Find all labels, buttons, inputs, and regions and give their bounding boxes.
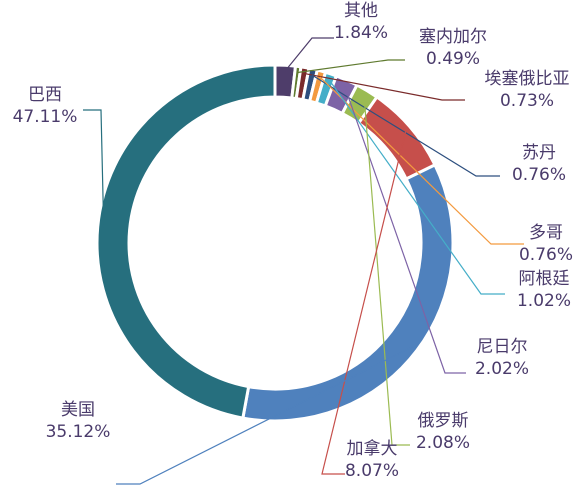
slice-10-leader-line [116, 346, 413, 485]
slice-9-value-label: 8.07% [345, 461, 399, 481]
slice-5-value-label: 0.76% [519, 245, 573, 265]
slice-11 [95, 63, 277, 420]
slice-11-value-label: 47.11% [13, 107, 78, 127]
slice-8-value-label: 2.08% [416, 433, 470, 453]
slice-8-leader-line [363, 95, 410, 446]
slice-10-value-label: 35.12% [46, 422, 111, 442]
slice-6-name-label: 阿根廷 [519, 269, 570, 289]
slice-2-name-label: 塞内加尔 [419, 27, 487, 47]
slice-2-value-label: 0.49% [426, 49, 480, 69]
slice-3-value-label: 0.73% [500, 91, 554, 111]
slice-1-leader-line [284, 37, 334, 72]
slice-4-value-label: 0.76% [512, 165, 566, 185]
slice-1-value-label: 1.84% [334, 23, 388, 43]
slice-9-name-label: 加拿大 [347, 438, 398, 459]
slice-10 [241, 163, 455, 423]
slice-4-name-label: 苏丹 [522, 143, 556, 163]
slice-7-name-label: 尼日尔 [477, 337, 528, 357]
slice-8-name-label: 俄罗斯 [418, 411, 469, 431]
donut-labels: 其他1.84% 塞内加尔0.49%埃塞俄比亚0.73%苏丹0.76%多哥0.76%… [13, 1, 573, 485]
slice-11-name-label: 巴西 [28, 85, 62, 105]
donut-ring [95, 63, 455, 423]
slice-6-value-label: 1.02% [517, 291, 571, 311]
slice-4-leader-line [311, 74, 500, 177]
slice-1-name-label: 其他 [344, 1, 378, 21]
slice-10-name-label: 美国 [61, 400, 95, 420]
slice-7-leader-line [343, 85, 466, 374]
slice-9-leader-line [321, 131, 407, 475]
slice-11-leader-line [83, 109, 105, 228]
slice-5-name-label: 多哥 [529, 223, 563, 243]
slice-2-leader-line [297, 59, 405, 74]
slice-7-value-label: 2.02% [475, 359, 529, 379]
slice-3-leader-line [303, 72, 465, 101]
slice-6-leader-line [328, 79, 505, 295]
slice-3-name-label: 埃塞俄比亚 [485, 69, 570, 89]
slice-5-leader-line [319, 76, 524, 245]
